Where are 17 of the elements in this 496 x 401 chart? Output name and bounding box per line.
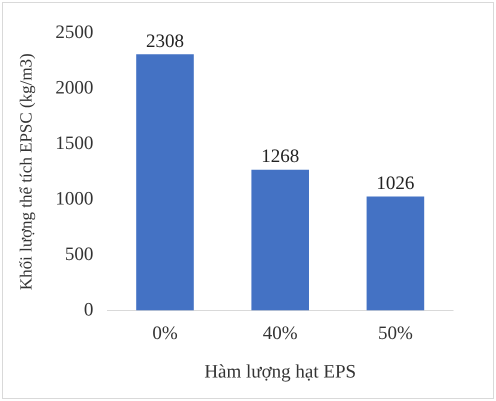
y-tick-label: 2000 [55,77,94,98]
data-label: 2308 [146,30,184,52]
y-tick-label: 1000 [55,188,94,210]
y-axis-title: Khối lượng thể tích EPSC (kg/m3) [16,53,36,290]
y-tick-label: 1500 [55,132,94,154]
data-label: 1268 [261,146,300,168]
x-tick-label: 0% [152,322,178,344]
y-tick-label: 0 [84,299,94,320]
bar [136,54,194,310]
bar [251,170,309,310]
x-axis-title: Hàm lượng hạt EPS [204,362,356,383]
y-tick-label: 500 [64,244,94,265]
y-tick-label: 2500 [55,22,94,43]
data-label: 1026 [376,173,414,194]
x-tick-label: 40% [262,322,298,344]
x-tick-label: 50% [378,322,413,344]
bar [366,196,424,310]
